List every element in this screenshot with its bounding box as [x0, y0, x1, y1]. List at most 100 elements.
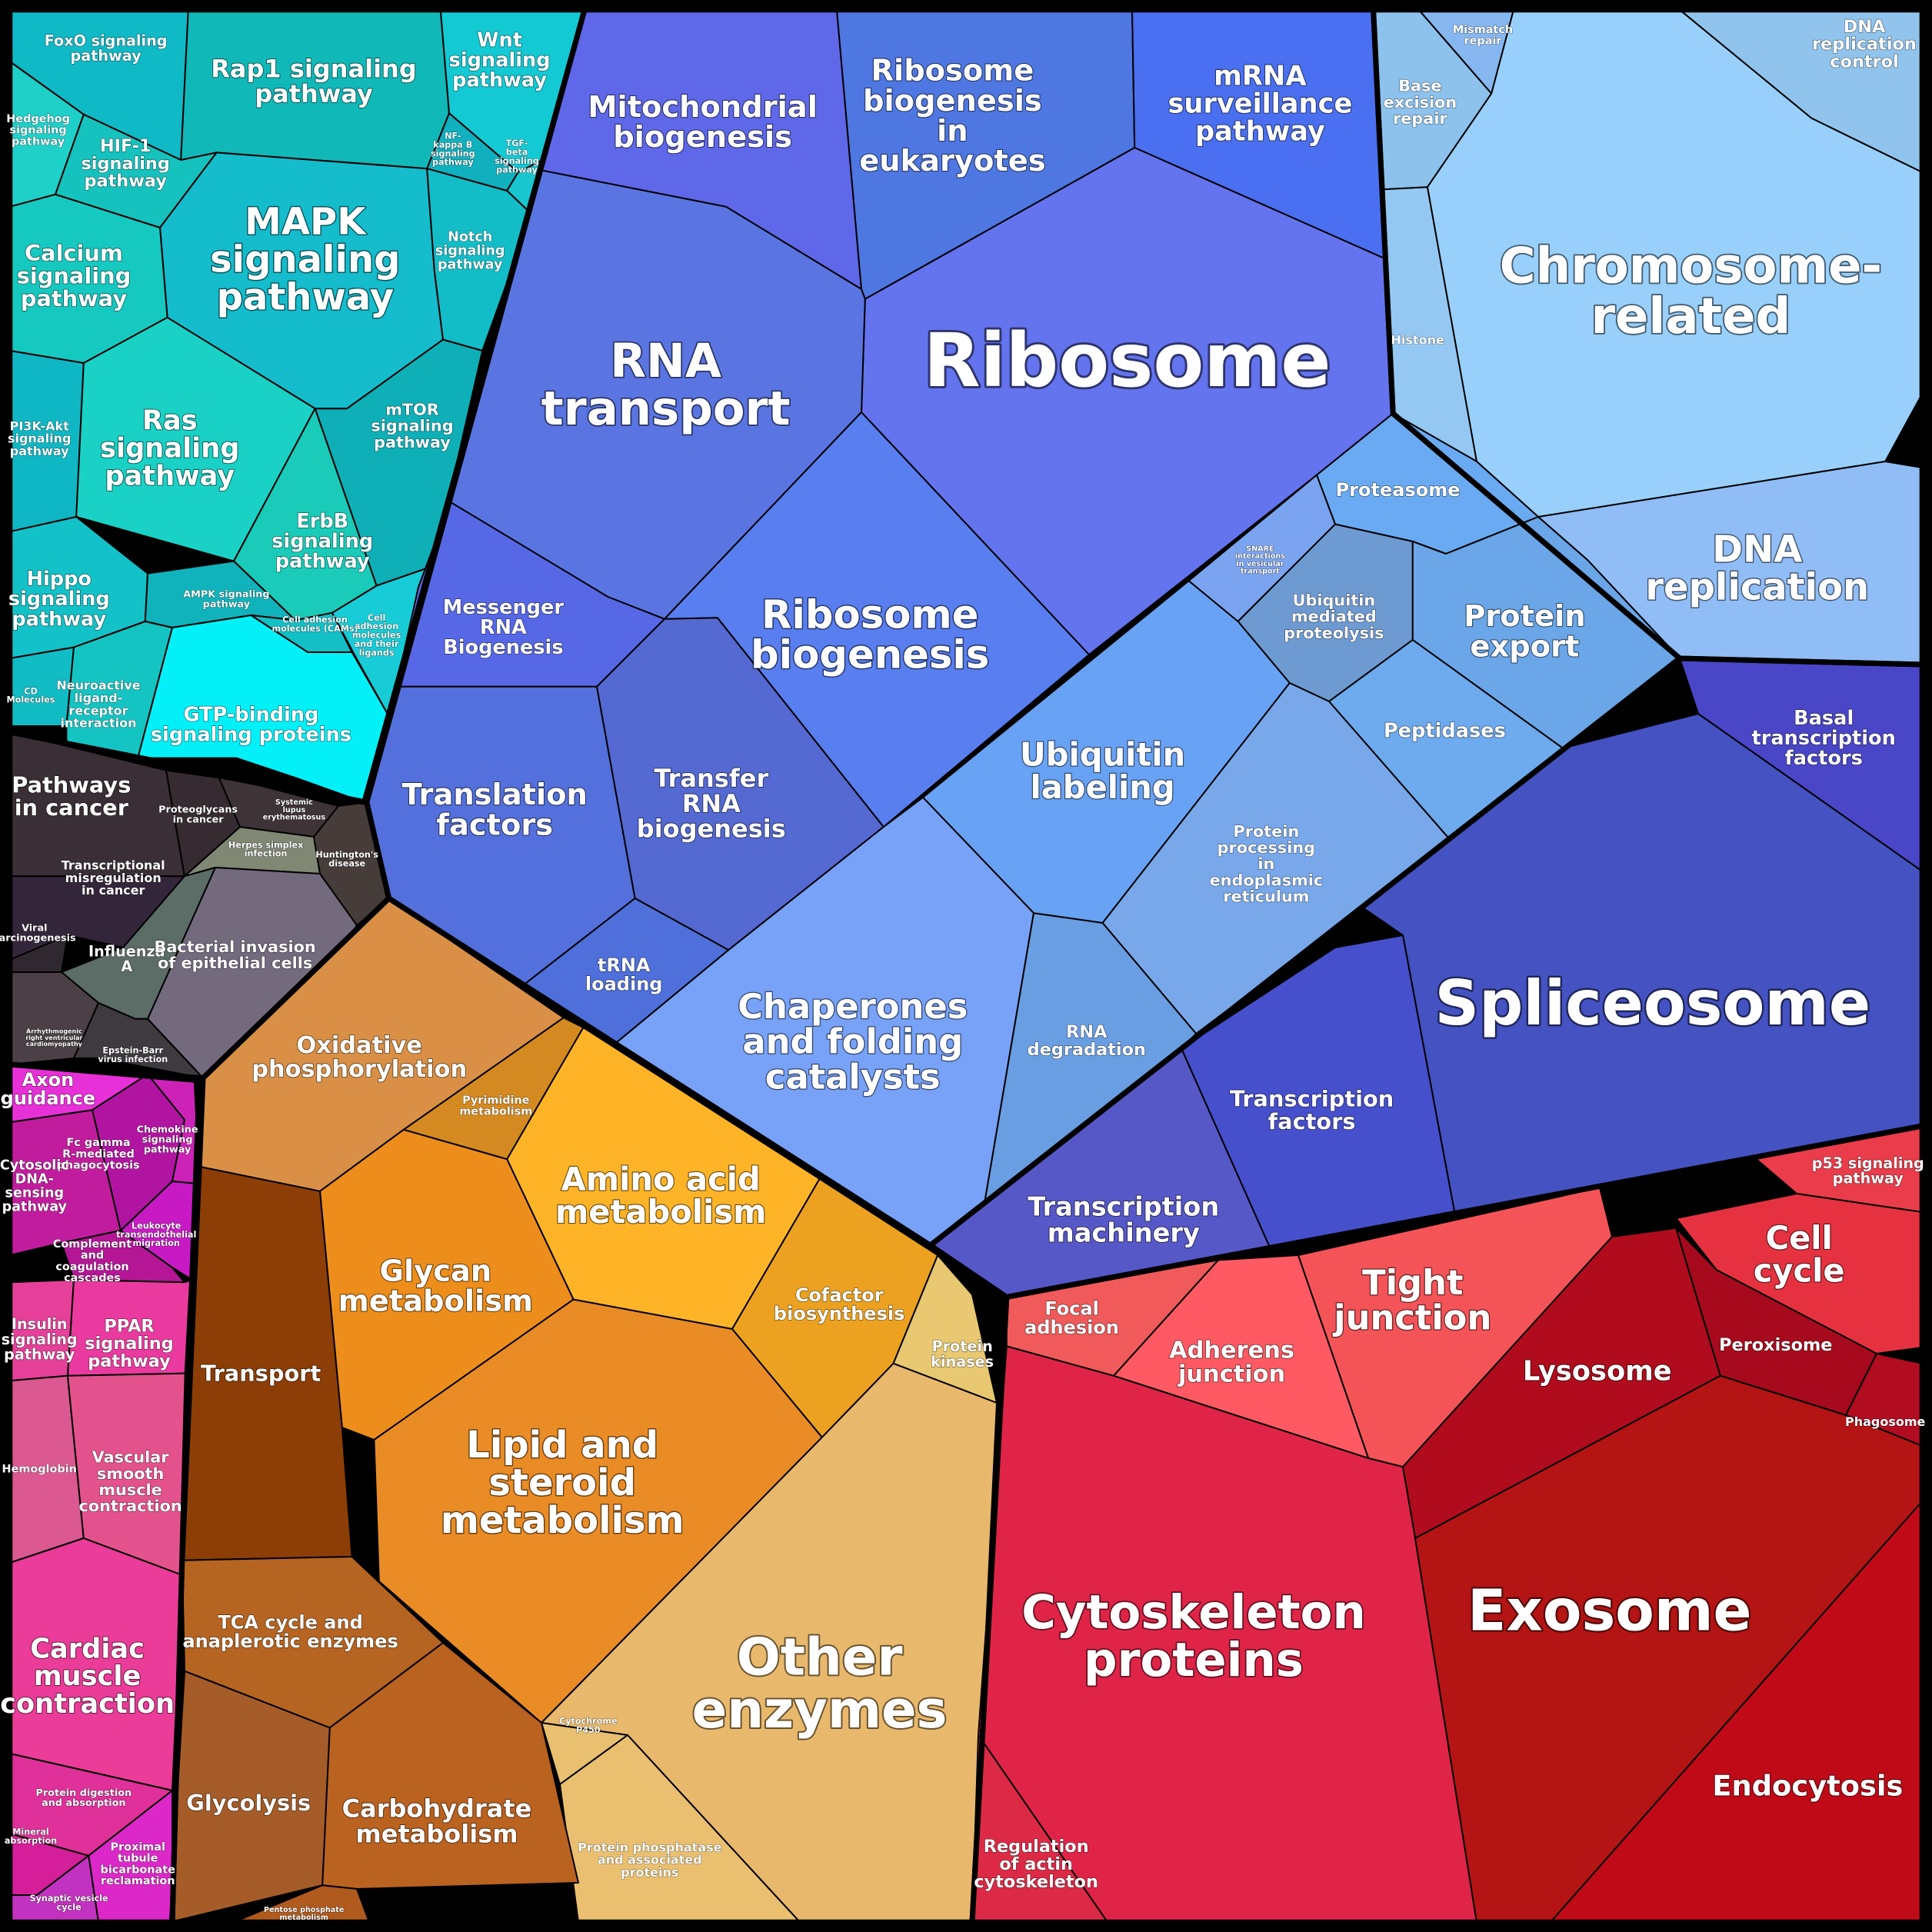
label-pyrimidine: Pyrimidine metabolism: [459, 1094, 532, 1118]
label-line: pathway: [1195, 115, 1325, 147]
label-phagosome: Phagosome: [1845, 1414, 1926, 1429]
label-protExport: Protein export: [1464, 599, 1585, 664]
label-line: Hippo: [27, 568, 92, 591]
label-p53: p53 signaling pathway: [1812, 1154, 1924, 1187]
label-line: signaling: [8, 588, 110, 611]
label-line: kappa B: [433, 139, 472, 149]
label-line: muscle: [34, 1661, 141, 1692]
label-line: mRNA: [1214, 60, 1307, 92]
label-line: Ribosome: [871, 53, 1034, 88]
label-line: pathway: [105, 460, 235, 491]
label-line: Transcription: [1230, 1086, 1394, 1112]
label-amino: Amino acid metabolism: [555, 1160, 766, 1230]
label-line: absorption: [5, 1835, 57, 1845]
label-line: Wnt: [477, 28, 522, 52]
label-line: Protein phosphatase: [578, 1840, 722, 1854]
label-line: lupus: [283, 805, 306, 814]
label-line: labeling: [1030, 768, 1174, 805]
label-line: pathway: [452, 69, 547, 92]
label-line: in cancer: [173, 814, 225, 825]
label-cyp: Cytochrome P450: [559, 1716, 618, 1734]
label-neuro: Neuroactive ligand-receptor interaction: [56, 678, 140, 730]
label-epstein: Epstein-Barr virus infection: [98, 1045, 168, 1064]
label-line: signaling proteins: [151, 724, 351, 747]
label-line: Proteoglycans: [158, 804, 238, 815]
label-cellCycle: Cell cycle: [1754, 1219, 1845, 1289]
label-line: reclamation: [101, 1875, 175, 1887]
label-wnt: Wnt signaling pathway: [449, 28, 551, 92]
label-line: Chemokine: [137, 1124, 198, 1135]
label-line: Messenger: [443, 596, 565, 619]
label-line: Phagosome: [1845, 1414, 1926, 1429]
label-line: PI3K-Akt: [10, 418, 69, 433]
label-line: in cancer: [82, 883, 145, 898]
label-line: transendothelial: [116, 1229, 196, 1239]
label-transport: Transport: [201, 1361, 321, 1387]
label-line: Herpes simplex: [228, 840, 304, 850]
label-line: Neuroactive: [56, 678, 140, 692]
label-line: Viral: [22, 922, 47, 934]
label-line: NF-: [445, 131, 461, 141]
label-line: Mismatch: [1453, 24, 1513, 36]
cell-epstein: [73, 1002, 204, 1079]
label-line: Transcriptional: [62, 858, 165, 872]
label-cellAdh: Cell adhesion molecules and their ligands: [352, 612, 401, 658]
label-line: Complement: [53, 1238, 132, 1251]
label-line: factors: [1785, 747, 1863, 770]
label-line: Arrhythmogenic: [26, 1028, 82, 1034]
label-chemokine: Chemokine signaling pathway: [137, 1124, 198, 1155]
label-line: Histone: [1391, 332, 1444, 347]
label-line: pathway: [2, 1199, 68, 1214]
label-tmachinery: Transcription machinery: [1028, 1191, 1219, 1247]
label-line: eukaryotes: [859, 144, 1045, 178]
label-proteasome: Proteasome: [1336, 479, 1461, 501]
label-line: Tight: [1362, 1261, 1463, 1302]
label-line: Vascular: [92, 1448, 170, 1467]
label-line: p53 signaling: [1812, 1154, 1924, 1171]
label-line: cycle: [1754, 1251, 1845, 1289]
label-line: machinery: [1048, 1217, 1200, 1247]
label-vascular: Vascular smooth muscle contraction: [79, 1448, 182, 1516]
label-line: DNA-: [15, 1171, 54, 1187]
label-proteoglycans: Proteoglycans in cancer: [158, 804, 238, 825]
label-transMis: Transcriptional misregulation in cancer: [62, 858, 165, 898]
label-line: related: [1591, 288, 1790, 345]
label-line: Hemoglobin: [2, 1463, 77, 1475]
label-line: Cell: [1766, 1219, 1833, 1257]
label-line: Cardiac: [30, 1633, 145, 1664]
label-line: GTP-binding: [183, 703, 318, 726]
label-line: molecules (CAMs): [271, 623, 358, 633]
label-line: DNA: [1712, 528, 1802, 571]
label-line: guidance: [1, 1088, 95, 1109]
label-line: transport: [1241, 567, 1281, 575]
label-glycolysis: Glycolysis: [186, 1790, 311, 1816]
label-line: transport: [541, 382, 791, 436]
label-ras: Ras signaling pathway: [100, 405, 239, 491]
cells-layer: [8, 8, 1924, 1924]
label-ribosome: Ribosome: [924, 318, 1331, 404]
label-hippo: Hippo signaling pathway: [8, 568, 110, 631]
label-line: Other: [737, 1627, 903, 1687]
label-cam: Cell adhesion molecules (CAMs): [271, 615, 358, 633]
label-line: adhesion: [355, 621, 398, 631]
label-line: pathway: [88, 1351, 171, 1371]
label-snare: SNARE interactions in vesicular transport: [1235, 545, 1285, 575]
label-line: cascades: [64, 1272, 121, 1284]
label-line: Peptidases: [1384, 719, 1506, 742]
label-line: signaling: [495, 155, 539, 165]
label-hedgehog: Hedgehog signaling pathway: [6, 113, 70, 148]
label-line: signaling: [142, 1134, 193, 1145]
label-line: Epstein-Barr: [102, 1045, 163, 1055]
label-arrhythmo: Arrhythmogenic right ventricular cardiomyo…: [25, 1028, 82, 1047]
cell-gtp: [137, 615, 390, 804]
label-line: signaling: [371, 417, 453, 435]
label-mrna: mRNA surveillance pathway: [1168, 60, 1352, 147]
label-line: migration: [132, 1238, 179, 1248]
label-line: Calcium: [25, 240, 123, 266]
label-line: signaling: [210, 238, 400, 281]
label-line: ligand-: [75, 691, 123, 705]
label-hemoglobin: Hemoglobin: [2, 1463, 77, 1475]
label-line: proteolysis: [1284, 624, 1384, 642]
label-line: receptor: [68, 703, 128, 718]
label-line: Spliceosome: [1435, 968, 1871, 1039]
